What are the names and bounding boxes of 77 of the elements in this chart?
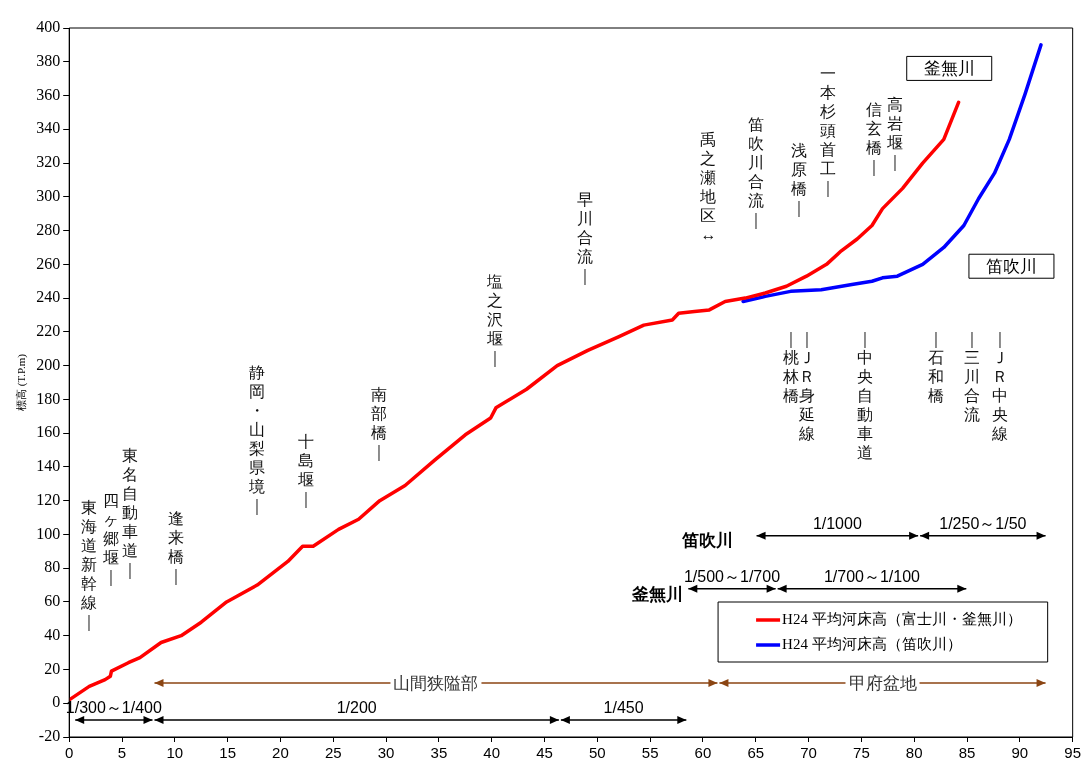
y-tick-label: 260 <box>36 254 61 272</box>
annotation: 一本杉頭首工｜ <box>818 65 836 198</box>
y-tick-label: 120 <box>36 490 61 508</box>
annotation: ｜三川合流 <box>964 330 981 424</box>
annotation: 笛吹川 <box>681 531 734 551</box>
y-tick-label: 200 <box>36 355 61 373</box>
x-tick-label: 10 <box>166 744 184 762</box>
annotation: 1/1000 <box>812 515 862 533</box>
x-tick-label: 40 <box>483 744 501 762</box>
annotation: 釜無川 <box>923 58 975 78</box>
annotation: 1/250～1/50 <box>939 515 1027 533</box>
annotation: 早川合流｜ <box>576 191 593 286</box>
annotation: 東名自動車道｜ <box>122 446 139 579</box>
x-tick-label: 85 <box>958 744 976 762</box>
y-tick-label: 20 <box>44 659 61 677</box>
annotation: 南部橋｜ <box>371 385 388 461</box>
x-tick-label: 50 <box>588 744 606 762</box>
x-tick-label: 55 <box>641 744 659 762</box>
y-tick-label: 220 <box>36 322 61 340</box>
y-axis-title: 標高 (T.P.m) <box>15 353 29 411</box>
x-tick-label: 70 <box>800 744 817 762</box>
annotation: 笛吹川 <box>985 256 1037 276</box>
x-tick-label: 5 <box>117 744 127 762</box>
x-tick-label: 15 <box>219 744 236 762</box>
x-tick-label: 65 <box>747 744 765 762</box>
y-tick-label: 160 <box>36 423 61 441</box>
annotation: 四ヶ郷堰｜ <box>102 492 120 587</box>
legend-label: H24 平均河床高（富士川・釜無川） <box>782 610 1022 627</box>
annotation: 静岡・山梨県境｜ <box>247 363 265 515</box>
annotation: 十島堰｜ <box>297 433 315 509</box>
y-tick-label: 40 <box>44 625 61 643</box>
annotation: 1/500～1/700 <box>683 568 781 586</box>
annotation: 塩之沢堰｜ <box>485 272 503 367</box>
y-tick-label: 140 <box>36 457 61 475</box>
annotation: ｜石和橋 <box>928 330 945 405</box>
y-tick-label: 60 <box>44 592 61 610</box>
annotation: 1/200 <box>336 699 377 717</box>
y-tick-label: 280 <box>36 220 61 238</box>
y-tick-label: 0 <box>52 693 61 711</box>
y-tick-label: -20 <box>38 727 61 745</box>
y-tick-label: 320 <box>36 153 61 171</box>
x-tick-label: 35 <box>430 744 448 762</box>
annotation: 釜無川 <box>631 584 684 604</box>
annotation: 信玄橋｜ <box>865 100 882 176</box>
legend-label: H24 平均河床高（笛吹川） <box>782 635 962 652</box>
annotation: ｜ＪＲ中央線 <box>991 330 1009 443</box>
annotation: 禹之瀬地区↔ <box>699 131 717 244</box>
annotation: 高岩堰｜ <box>886 95 904 171</box>
x-tick-label: 25 <box>324 744 342 762</box>
y-tick-label: 80 <box>44 558 61 576</box>
annotation: 東海道新幹線｜ <box>80 499 98 632</box>
y-tick-label: 300 <box>36 187 61 205</box>
x-tick-label: 30 <box>377 744 395 762</box>
annotation: 笛吹川合流｜ <box>747 115 764 229</box>
annotation: ｜中央自動車道 <box>856 330 873 462</box>
y-tick-label: 240 <box>36 288 61 306</box>
y-tick-label: 380 <box>36 51 61 69</box>
y-tick-label: 400 <box>36 18 61 36</box>
annotation: 1/450 <box>603 699 644 717</box>
x-tick-label: 80 <box>905 744 923 762</box>
y-tick-label: 100 <box>36 524 61 542</box>
annotation: 甲府盆地 <box>848 673 917 693</box>
x-tick-label: 75 <box>853 744 870 762</box>
x-tick-label: 90 <box>1011 744 1029 762</box>
annotation: 1/700～1/100 <box>823 568 921 586</box>
annotation: 浅原橋｜ <box>790 142 807 218</box>
y-tick-label: 340 <box>36 119 61 137</box>
x-tick-label: 0 <box>65 744 74 762</box>
annotation: 逢来橋｜ <box>167 510 184 586</box>
x-tick-label: 95 <box>1064 744 1081 762</box>
x-tick-label: 20 <box>272 744 289 762</box>
annotation: 山間狭隘部 <box>393 673 479 693</box>
annotation: ｜桃林橋 <box>781 330 799 405</box>
x-tick-label: 45 <box>536 744 553 762</box>
y-tick-label: 360 <box>36 85 61 103</box>
x-tick-label: 60 <box>694 744 712 762</box>
y-tick-label: 180 <box>36 389 61 407</box>
